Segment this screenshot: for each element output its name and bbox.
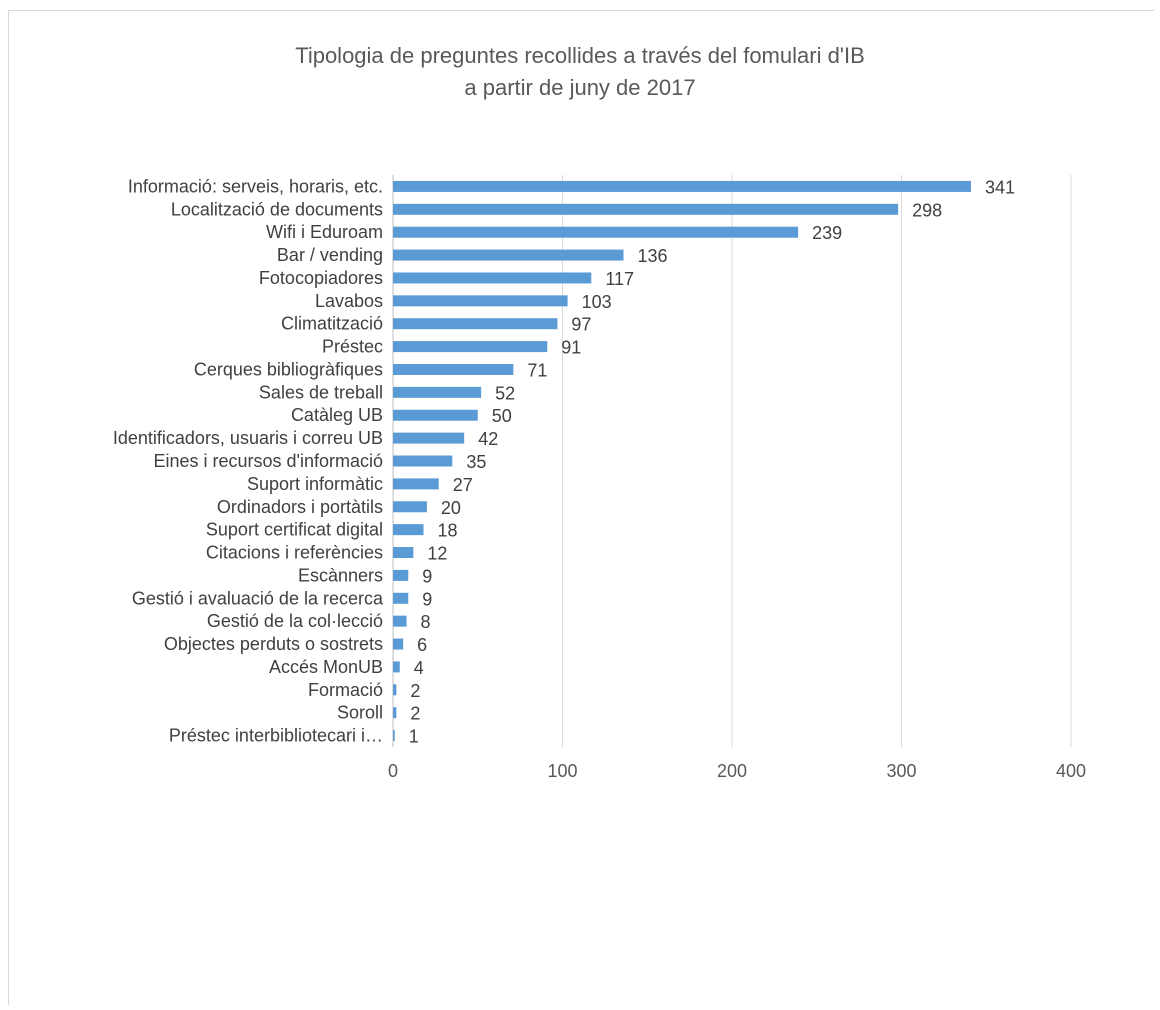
data-label: 35: [466, 452, 486, 472]
bar: [393, 615, 407, 627]
category-label: Objectes perduts o sostrets: [164, 634, 383, 654]
bar: [393, 524, 424, 536]
bar: [393, 249, 624, 261]
bar: [393, 341, 548, 353]
category-label: Catàleg UB: [291, 405, 383, 425]
category-label: Sales de treball: [259, 382, 383, 402]
x-axis-ticks: 0 100 200 300 400: [388, 761, 1086, 781]
category-label: Eines i recursos d'informació: [153, 451, 383, 471]
x-tick-label: 400: [1056, 761, 1086, 781]
gridlines: [392, 175, 1072, 747]
bar: [393, 386, 482, 398]
data-label: 239: [812, 223, 842, 243]
category-label: Bar / vending: [277, 245, 383, 265]
data-label: 6: [417, 635, 427, 655]
category-label: Fotocopiadores: [259, 268, 383, 288]
category-label: Gestió de la col·lecció: [207, 611, 383, 631]
x-tick-label: 300: [886, 761, 916, 781]
bar: [393, 638, 404, 650]
category-labels: Informació: serveis, horaris, etc. Locali…: [113, 176, 384, 745]
bar: [393, 730, 395, 742]
chart-title: Tipologia de preguntes recollides a trav…: [295, 43, 865, 68]
data-label: 2: [410, 704, 420, 724]
data-label: 136: [638, 246, 668, 266]
bar: [393, 318, 558, 330]
data-label: 12: [427, 544, 447, 564]
data-label: 97: [571, 315, 591, 335]
bar: [393, 478, 439, 490]
data-label: 71: [527, 360, 547, 380]
category-label: Localització de documents: [171, 199, 383, 219]
data-label: 18: [438, 521, 458, 541]
category-label: Suport informàtic: [247, 474, 383, 494]
x-tick-label: 200: [717, 761, 747, 781]
category-label: Soroll: [337, 703, 383, 723]
data-label: 1: [409, 727, 419, 747]
bar: [393, 409, 478, 421]
bar: [393, 569, 409, 581]
category-label: Gestió i avaluació de la recerca: [132, 588, 384, 608]
bar: [393, 592, 409, 604]
data-label: 2: [410, 681, 420, 701]
bar: [393, 295, 568, 307]
data-label: 103: [582, 292, 612, 312]
data-label: 4: [414, 658, 424, 678]
category-label: Formació: [308, 680, 383, 700]
category-label: Informació: serveis, horaris, etc.: [128, 176, 383, 196]
bar: [393, 432, 465, 444]
category-label: Ordinadors i portàtils: [217, 497, 383, 517]
bar: [393, 180, 971, 192]
category-label: Préstec interbibliotecari i…: [169, 726, 383, 746]
bar: [393, 203, 899, 215]
data-label: 9: [422, 566, 432, 586]
data-label: 9: [422, 589, 432, 609]
category-label: Identificadors, usuaris i correu UB: [113, 428, 383, 448]
data-label: 50: [492, 406, 512, 426]
data-label: 8: [421, 612, 431, 632]
data-label: 42: [478, 429, 498, 449]
category-label: Suport certificat digital: [206, 520, 383, 540]
bar: [393, 272, 592, 284]
data-label: 91: [561, 338, 581, 358]
value-labels: 3412982391361171039791715250423527201812…: [409, 177, 1015, 746]
data-label: 117: [605, 269, 634, 289]
bar: [393, 455, 453, 467]
bars: [393, 180, 971, 742]
bar: [393, 661, 400, 673]
data-label: 52: [495, 383, 515, 403]
category-label: Préstec: [322, 337, 383, 357]
bar: [393, 547, 414, 559]
data-label: 20: [441, 498, 461, 518]
bar: [393, 226, 799, 238]
bar: [393, 707, 397, 719]
bar: [393, 363, 514, 375]
category-label: Citacions i referències: [206, 543, 383, 563]
category-label: Accés MonUB: [269, 657, 383, 677]
chart-frame: [8, 10, 1154, 1005]
category-label: Lavabos: [315, 291, 383, 311]
category-label: Cerques bibliogràfiques: [194, 359, 383, 379]
chart-subtitle: a partir de juny de 2017: [464, 75, 696, 100]
data-label: 341: [985, 177, 1015, 197]
data-label: 27: [453, 475, 473, 495]
category-label: Wifi i Eduroam: [266, 222, 383, 242]
bar: [393, 501, 427, 513]
x-tick-label: 0: [388, 761, 398, 781]
x-tick-label: 100: [547, 761, 577, 781]
data-label: 298: [912, 200, 942, 220]
category-label: Climatització: [281, 314, 383, 334]
category-label: Escànners: [298, 565, 383, 585]
bar: [393, 684, 397, 696]
